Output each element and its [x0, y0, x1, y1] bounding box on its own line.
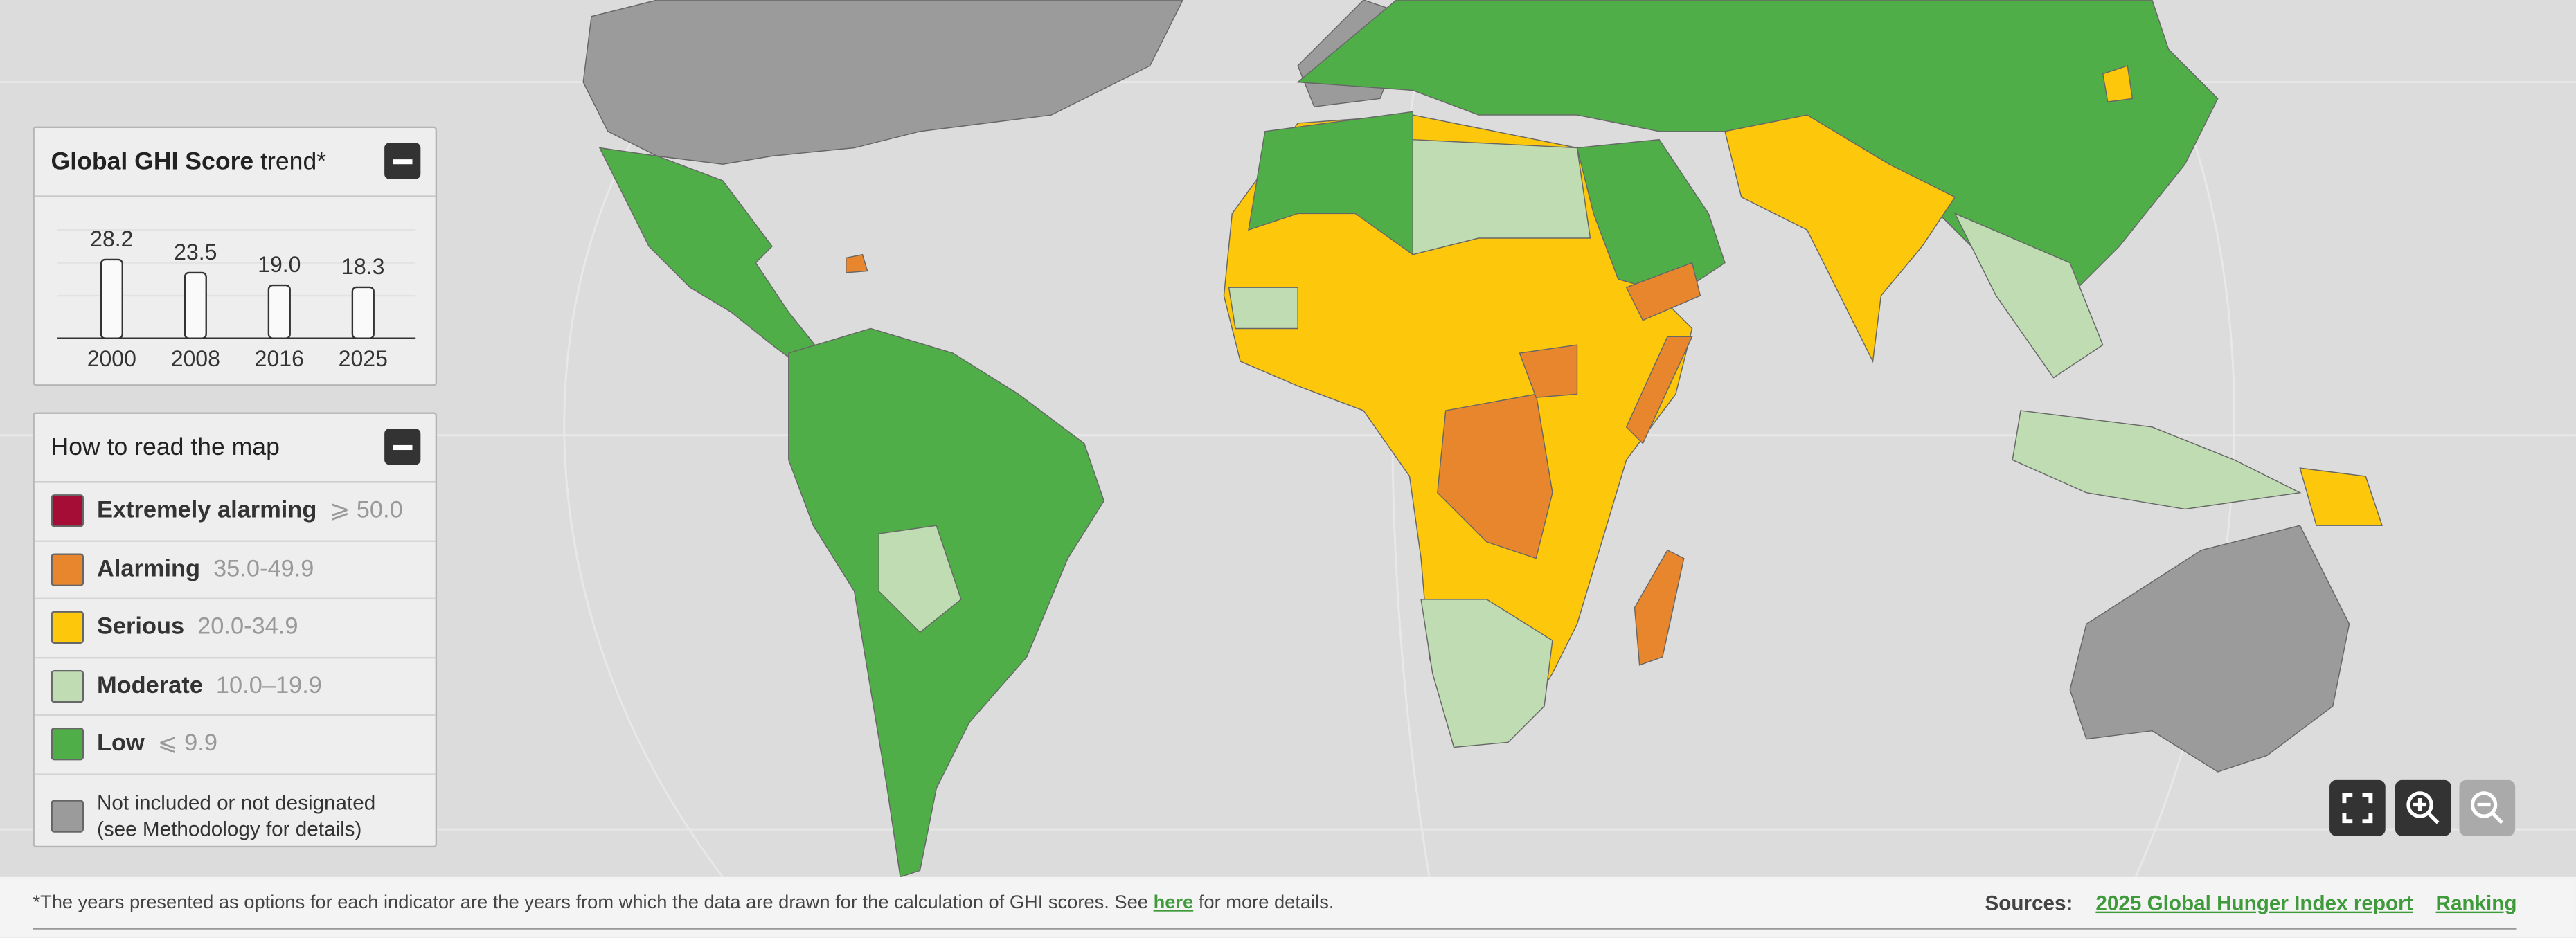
color-swatch: [51, 494, 84, 528]
trend-title-rest: trend*: [260, 147, 327, 176]
legend-range: 10.0–19.9: [215, 673, 322, 700]
legend-label: Serious: [96, 614, 185, 641]
value-label: 19.0: [258, 252, 301, 277]
collapse-button[interactable]: [384, 143, 421, 179]
footnote-text: *The years presented as options for each…: [33, 893, 1148, 914]
legend-note: Not included or not designated (see Metho…: [97, 789, 375, 842]
legend-item: Alarming 35.0-49.9: [34, 541, 436, 599]
collapse-button[interactable]: [384, 429, 421, 465]
trend-panel: Global GHI Score trend* 28.2 2000 23.5 2008…: [33, 126, 438, 386]
trend-title: Global GHI Score: [51, 147, 254, 176]
legend-item: Extremely alarming ⩾ 50.0: [34, 482, 436, 541]
color-swatch: [51, 552, 84, 586]
value-label: 23.5: [174, 240, 217, 264]
footer: *The years presented as options for each…: [0, 876, 2576, 938]
legend-item: Moderate 10.0–19.9: [34, 658, 436, 716]
value-label: 18.3: [341, 254, 384, 279]
trend-bar: [351, 286, 375, 339]
color-swatch: [51, 611, 84, 644]
legend-panel: How to read the map Extremely alarming ⩾ …: [33, 412, 438, 848]
footnote: *The years presented as options for each…: [33, 894, 1334, 913]
legend-item: Not included or not designated (see Metho…: [35, 775, 436, 857]
legend-header: How to read the map: [34, 414, 436, 483]
footnote-end: for more details.: [1198, 893, 1334, 914]
year-label: 2025: [339, 346, 388, 371]
legend-list: Extremely alarming ⩾ 50.0 Alarming 35.0-49.…: [34, 482, 436, 857]
value-label: 28.2: [90, 226, 133, 251]
year-label: 2000: [87, 346, 136, 371]
legend-item: Serious 20.0-34.9: [34, 599, 436, 658]
legend-label: Alarming: [96, 556, 201, 583]
color-swatch: [51, 728, 84, 761]
sources-label: Sources:: [1985, 892, 2073, 915]
legend-label: Not included or not designated: [96, 791, 376, 814]
legend-range: 35.0-49.9: [213, 556, 314, 583]
legend-label: Moderate: [96, 673, 203, 700]
source-link[interactable]: 2025 Global Hunger Index report: [2095, 892, 2413, 915]
zoom-out-button[interactable]: [2459, 779, 2516, 836]
trend-chart: 28.2 2000 23.5 2008 19.0 2016 18.3 2025: [57, 226, 416, 371]
legend-range: ⩾ 50.0: [330, 498, 403, 525]
legend-note-text: (see Methodology for details): [96, 817, 362, 840]
legend-item: Low ⩽ 9.9: [34, 716, 436, 775]
trend-bar: [267, 284, 291, 339]
color-swatch: [51, 799, 84, 832]
source-link[interactable]: Ranking: [2435, 892, 2517, 915]
zoom-in-button[interactable]: [2395, 779, 2451, 836]
legend-label: Low: [96, 731, 145, 758]
legend-range: 20.0-34.9: [197, 614, 298, 641]
color-swatch: [51, 669, 84, 703]
trend-header: Global GHI Score trend*: [34, 128, 436, 197]
legend-range: ⩽ 9.9: [157, 731, 217, 758]
here-link[interactable]: here: [1153, 893, 1194, 914]
trend-bar: [100, 258, 123, 339]
year-label: 2016: [255, 346, 304, 371]
year-label: 2008: [171, 346, 220, 371]
footer-rule: [33, 928, 2517, 930]
legend-label: Extremely alarming: [96, 498, 317, 525]
legend-title: How to read the map: [51, 433, 280, 462]
trend-bar: [184, 271, 207, 339]
sources: Sources: 2025 Global Hunger Index report…: [1985, 892, 2516, 914]
fullscreen-button[interactable]: [2329, 779, 2386, 836]
